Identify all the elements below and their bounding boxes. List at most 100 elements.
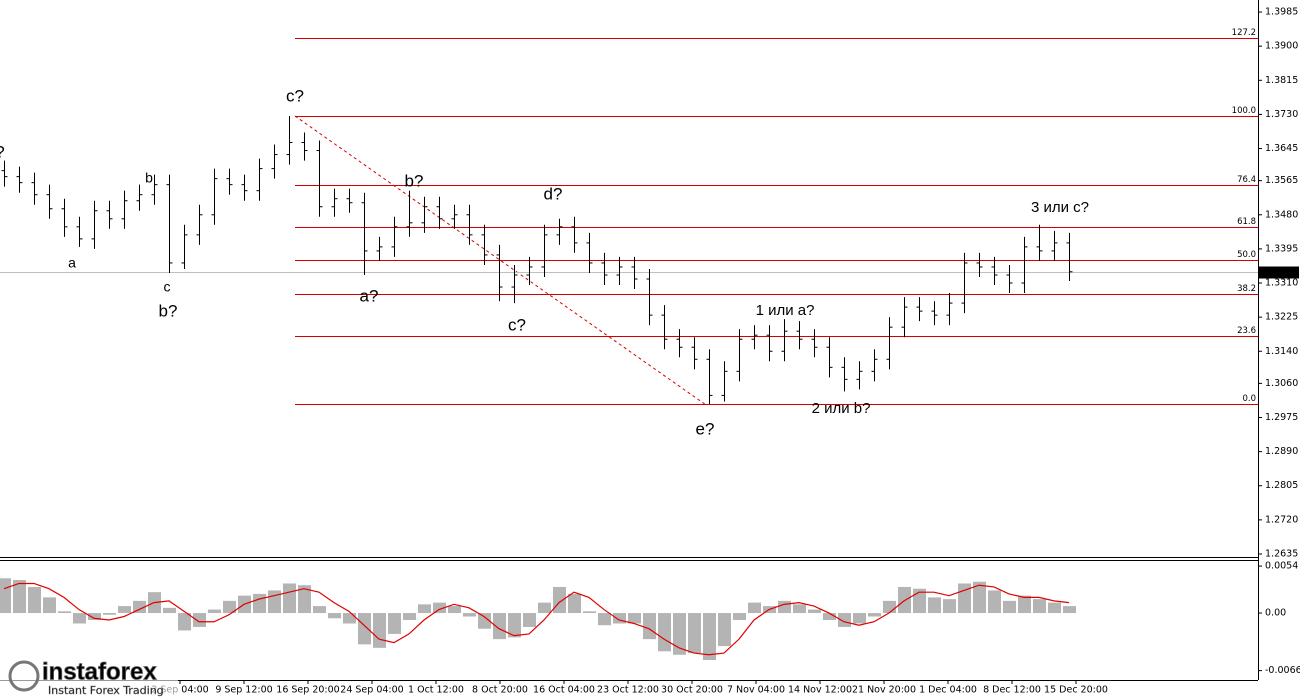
x-tick-label: 1 Dec 04:00: [919, 685, 977, 696]
macd-bar: [928, 597, 941, 614]
fib-label: 0.0: [1242, 394, 1256, 404]
macd-bar: [328, 613, 341, 619]
x-tick-label: 8 Dec 12:00: [983, 685, 1041, 696]
macd-bar: [733, 613, 746, 620]
macd-bar: [118, 606, 131, 614]
macd-bar: [448, 606, 461, 614]
fib-label: 76.4: [1237, 175, 1256, 185]
macd-bar: [178, 613, 191, 631]
logo-tagline: Instant Forex Trading: [48, 684, 164, 697]
macd-bar: [868, 613, 881, 617]
macd-bar: [478, 613, 491, 629]
wave-label: b?: [405, 171, 424, 190]
y-tick-label: 1.2890: [1265, 446, 1298, 457]
x-tick-label: 14 Nov 12:00: [788, 685, 852, 696]
y-tick-label: 1.3900: [1265, 41, 1298, 52]
macd-bar: [988, 590, 1001, 614]
y-tick-label: 1.2805: [1265, 480, 1298, 491]
macd-bar: [88, 613, 101, 620]
y-tick-label: 0.00: [1265, 608, 1286, 619]
macd-bar: [688, 613, 701, 654]
macd-bar: [433, 602, 446, 614]
macd-bar: [913, 588, 926, 614]
macd-bar: [673, 613, 686, 655]
macd-bar: [343, 613, 356, 624]
macd-bar: [718, 613, 731, 647]
y-tick-label: 1.3565: [1265, 175, 1298, 186]
macd-bar: [0, 578, 11, 614]
macd-bar: [1018, 595, 1031, 614]
x-tick-label: 7 Nov 04:00: [727, 685, 785, 696]
current-price-box: [1259, 266, 1299, 279]
wave-label: 2 или b?: [812, 400, 871, 417]
x-tick-label: 15 Dec 20:00: [1044, 685, 1108, 696]
macd-bar: [628, 613, 641, 624]
x-tick-label: 16 Sep 20:00: [276, 685, 339, 696]
macd-bar: [58, 611, 71, 614]
macd-bar: [853, 613, 866, 624]
y-tick-label: 1.3815: [1265, 75, 1298, 86]
x-tick-label: 23 Oct 12:00: [597, 685, 659, 696]
y-tick-label: 1.3310: [1265, 278, 1298, 289]
y-tick-label: 1.3985: [1265, 7, 1298, 18]
macd-bar: [1003, 600, 1016, 614]
wave-label: b?: [159, 301, 178, 320]
fib-label: 127.2: [1232, 28, 1256, 38]
wave-label: b: [145, 170, 153, 186]
macd-bar: [418, 604, 431, 614]
macd-bar: [643, 613, 656, 640]
macd-bar: [703, 613, 716, 660]
macd-bar: [133, 600, 146, 614]
macd-bar: [208, 609, 221, 614]
macd-bar: [598, 613, 611, 626]
macd-bar: [283, 583, 296, 614]
wave-label: ?: [0, 142, 5, 161]
y-tick-label: 1.3395: [1265, 243, 1298, 254]
y-tick-label: 1.2720: [1265, 514, 1298, 525]
wave-label: c?: [286, 86, 304, 105]
macd-bar: [1063, 606, 1076, 614]
signal-line: [3, 582, 1070, 656]
wave-label: e?: [696, 419, 715, 438]
macd-bar: [748, 602, 761, 614]
wave-label: 1 или a?: [756, 302, 815, 319]
macd-bar: [538, 602, 551, 614]
macd-bar: [883, 600, 896, 614]
macd-bar: [73, 613, 86, 624]
y-tick-label: 1.2975: [1265, 412, 1298, 423]
x-tick-label: 16 Oct 04:00: [533, 685, 595, 696]
macd-bar: [223, 600, 236, 614]
macd-bar: [943, 599, 956, 614]
y-tick-label: 1.3225: [1265, 312, 1298, 323]
macd-bar: [253, 593, 266, 614]
macd-bar: [568, 593, 581, 614]
fib-label: 100.0: [1232, 106, 1256, 116]
macd-bar: [778, 600, 791, 614]
macd-bar: [358, 613, 371, 645]
fib-label: 61.8: [1237, 217, 1256, 227]
y-tick-label: 1.2635: [1265, 548, 1298, 559]
macd-bar: [298, 585, 311, 614]
x-tick-label: 8 Oct 20:00: [472, 685, 528, 696]
macd-bar: [13, 580, 26, 614]
wave-label: c: [164, 279, 171, 295]
macd-bar: [28, 586, 41, 614]
wave-label: a?: [360, 286, 379, 305]
macd-bar: [388, 613, 401, 634]
x-tick-label: 24 Sep 04:00: [340, 685, 403, 696]
macd-bar: [958, 583, 971, 614]
macd-bar: [793, 604, 806, 614]
fib-label: 50.0: [1237, 250, 1256, 260]
macd-bar: [163, 607, 176, 614]
macd-bar: [838, 613, 851, 627]
macd-bar: [193, 613, 206, 627]
y-tick-label: 1.3730: [1265, 109, 1298, 120]
x-tick-label: 9 Sep 12:00: [215, 685, 272, 696]
y-tick-label: 1.3060: [1265, 378, 1298, 389]
macd-bar: [373, 613, 386, 648]
macd-bar: [43, 597, 56, 614]
